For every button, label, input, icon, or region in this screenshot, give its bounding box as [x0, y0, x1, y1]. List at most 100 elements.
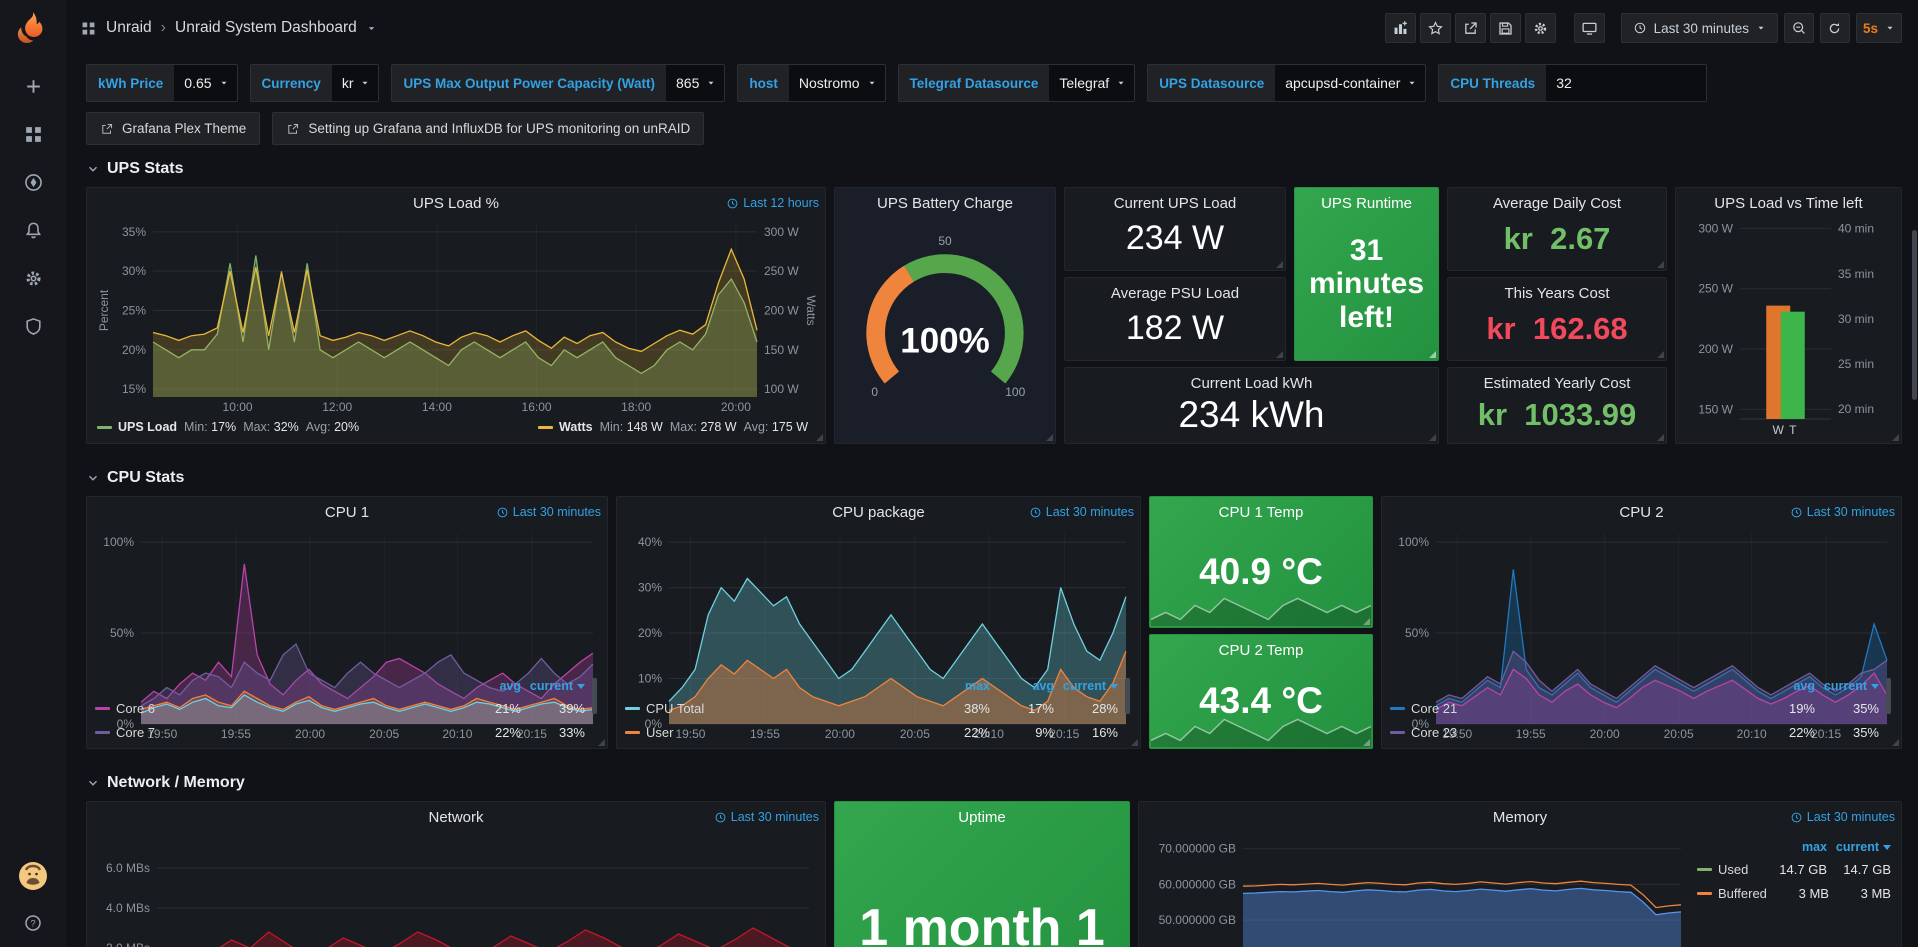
variable-kwh-price[interactable]: kWh Price0.65: [86, 64, 238, 102]
zoom-out-button[interactable]: [1784, 13, 1814, 43]
stat-title[interactable]: CPU 2 Temp: [1158, 642, 1364, 659]
legend-item[interactable]: UPS LoadMin: 17%Max: 32%Avg: 20%: [97, 420, 366, 434]
variable-currency[interactable]: Currencykr: [250, 64, 380, 102]
ups-load-chart[interactable]: 35%30%25%20%15%300 W250 W200 W150 W100 W…: [95, 218, 817, 415]
legend-row[interactable]: Used14.7 GB14.7 GB: [1697, 857, 1891, 881]
stat-title[interactable]: Uptime: [843, 809, 1121, 826]
panel-title[interactable]: UPS Load %: [125, 195, 787, 212]
legend-row[interactable]: User22%9%16%: [625, 720, 1118, 744]
ups-load-vs-time-chart[interactable]: 300 W250 W200 W150 W40 min35 min30 min25…: [1684, 218, 1893, 439]
variable-ups-datasource[interactable]: UPS Datasourceapcupsd-container: [1147, 64, 1426, 102]
legend-column-max[interactable]: max: [1763, 840, 1827, 854]
legend-column-current[interactable]: current: [1815, 679, 1879, 693]
page-scrollbar[interactable]: [1912, 230, 1917, 400]
panel-title[interactable]: Memory: [1177, 809, 1863, 826]
settings-button[interactable]: [1525, 13, 1556, 43]
stat-title[interactable]: Estimated Yearly Cost: [1456, 375, 1658, 392]
tv-mode-button[interactable]: [1574, 13, 1605, 43]
variable-value[interactable]: apcupsd-container: [1275, 65, 1407, 101]
explore-icon[interactable]: [23, 172, 44, 193]
server-admin-icon[interactable]: [23, 316, 44, 337]
section-ups-stats[interactable]: UPS Stats: [66, 145, 1918, 187]
variable-host[interactable]: hostNostromo: [737, 64, 885, 102]
help-icon[interactable]: ?: [23, 913, 43, 933]
time-range-badge[interactable]: Last 12 hours: [726, 196, 819, 210]
variable-value-input[interactable]: [1546, 65, 1706, 101]
dashboards-icon[interactable]: [23, 124, 44, 145]
panel-actions-group: [1385, 13, 1556, 43]
legend-column-avg[interactable]: avg: [1751, 679, 1815, 693]
alerting-icon[interactable]: [23, 220, 44, 241]
cpu1-chart[interactable]: 100%50%0%19:5019:5520:0020:0520:1020:15: [95, 527, 599, 673]
variable-telegraf-datasource[interactable]: Telegraf DatasourceTelegraf: [898, 64, 1136, 102]
variable-value[interactable]: Nostromo: [789, 65, 867, 101]
breadcrumb-current[interactable]: Unraid System Dashboard: [175, 19, 357, 37]
legend-column-current[interactable]: current: [1054, 679, 1118, 693]
stat-title[interactable]: Current Load kWh: [1073, 375, 1430, 392]
clock-icon: [496, 506, 509, 519]
variable-cpu-threads[interactable]: CPU Threads: [1438, 64, 1707, 102]
user-avatar[interactable]: [18, 861, 48, 891]
variable-label: CPU Threads: [1439, 65, 1546, 101]
legend-column-current[interactable]: current: [1827, 840, 1891, 854]
sidebar-bottom: ?: [18, 861, 48, 933]
variable-value[interactable]: Telegraf: [1049, 65, 1116, 101]
time-range-badge[interactable]: Last 30 minutes: [496, 505, 601, 519]
share-button[interactable]: [1455, 13, 1486, 43]
legend-row[interactable]: Core 2119%35%: [1390, 696, 1879, 720]
refresh-button[interactable]: [1820, 13, 1850, 43]
dashboard-link-setting-up-grafana-and-influxdb-for-ups-monitoring-on-unraid[interactable]: Setting up Grafana and InfluxDB for UPS …: [272, 112, 704, 145]
stat-title[interactable]: This Years Cost: [1456, 285, 1658, 302]
legend-column-current[interactable]: current: [521, 679, 585, 693]
legend-row[interactable]: Buffered3 MB3 MB: [1697, 881, 1891, 905]
dashboard-link-grafana-plex-theme[interactable]: Grafana Plex Theme: [86, 112, 260, 145]
legend-row[interactable]: Core 722%33%: [95, 720, 585, 744]
add-panel-button[interactable]: [1385, 13, 1416, 43]
stat-title[interactable]: Current UPS Load: [1073, 195, 1277, 212]
legend-row[interactable]: CPU Total38%17%28%: [625, 696, 1118, 720]
battery-gauge[interactable]: 050100100%: [843, 218, 1047, 439]
refresh-interval-button[interactable]: 5s: [1856, 13, 1902, 43]
legend-column-avg[interactable]: avg: [457, 679, 521, 693]
panel-title[interactable]: UPS Battery Charge: [873, 195, 1017, 212]
legend-row[interactable]: Core 2322%35%: [1390, 720, 1879, 744]
memory-chart[interactable]: 70.000000 GB60.000000 GB50.000000 GB: [1147, 832, 1687, 947]
cpu-package-chart[interactable]: 40%30%20%10%0%19:5019:5520:0020:0520:102…: [625, 527, 1132, 673]
breadcrumb-root[interactable]: Unraid: [106, 19, 152, 37]
section-network-memory[interactable]: Network / Memory: [66, 759, 1918, 801]
legend-column-avg[interactable]: avg: [990, 679, 1054, 693]
time-range-badge[interactable]: Last 30 minutes: [1790, 505, 1895, 519]
time-range-badge[interactable]: Last 30 minutes: [1029, 505, 1134, 519]
stat-title[interactable]: Average Daily Cost: [1456, 195, 1658, 212]
legend-column-max[interactable]: max: [926, 679, 990, 693]
save-button[interactable]: [1490, 13, 1521, 43]
cpu2-chart[interactable]: 100%50%0%19:5019:5520:0020:0520:1020:15: [1390, 527, 1893, 673]
legend-row[interactable]: Core 621%39%: [95, 696, 585, 720]
section-cpu-stats[interactable]: CPU Stats: [66, 454, 1918, 496]
network-chart[interactable]: 6.0 MBs4.0 MBs2.0 MBs: [95, 832, 817, 947]
legend-scrollbar[interactable]: [1886, 678, 1891, 714]
time-range-badge[interactable]: Last 30 minutes: [1790, 810, 1895, 824]
dashboards-grid-icon[interactable]: [80, 20, 97, 37]
legend-scrollbar[interactable]: [1125, 678, 1130, 714]
time-range-badge[interactable]: Last 30 minutes: [714, 810, 819, 824]
svg-text:100%: 100%: [103, 535, 134, 549]
grafana-logo[interactable]: [15, 10, 51, 46]
stat-title[interactable]: UPS Runtime: [1303, 195, 1430, 212]
legend-scrollbar[interactable]: [592, 678, 597, 714]
panel-title[interactable]: UPS Load vs Time left: [1714, 195, 1863, 212]
chevron-down-icon[interactable]: [366, 23, 377, 34]
configuration-icon[interactable]: [23, 268, 44, 289]
legend-item[interactable]: WattsMin: 148 WMax: 278 WAvg: 175 W: [538, 420, 815, 434]
create-icon[interactable]: [23, 76, 44, 97]
variable-value[interactable]: 0.65: [174, 65, 218, 101]
time-range-picker[interactable]: Last 30 minutes: [1621, 13, 1778, 43]
variable-value[interactable]: kr: [332, 65, 361, 101]
stat-title[interactable]: Average PSU Load: [1073, 285, 1277, 302]
panel-title[interactable]: Network: [125, 809, 787, 826]
svg-text:100%: 100%: [1398, 535, 1429, 549]
variable-value[interactable]: 865: [666, 65, 706, 101]
star-button[interactable]: [1420, 13, 1451, 43]
variable-ups-max-output-power-capacity-watt[interactable]: UPS Max Output Power Capacity (Watt)865: [391, 64, 725, 102]
stat-title[interactable]: CPU 1 Temp: [1158, 504, 1364, 521]
